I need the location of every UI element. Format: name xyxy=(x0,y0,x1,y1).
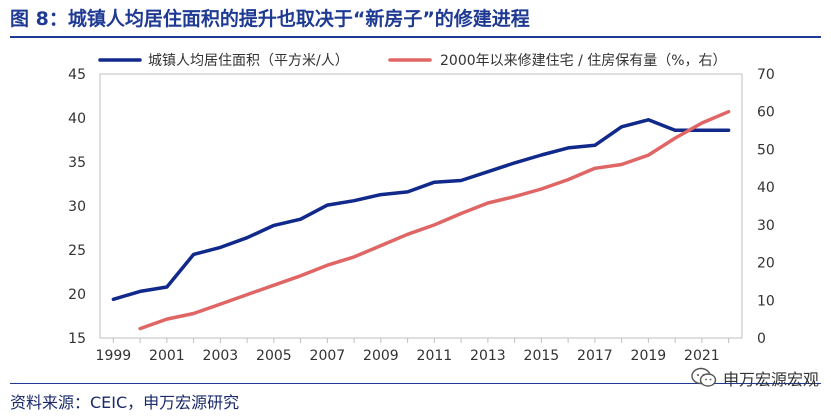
source-note: 资料来源：CEIC，申万宏源研究 xyxy=(10,393,240,412)
x-tick-label: 2007 xyxy=(310,348,346,364)
x-tick-label: 2003 xyxy=(203,348,239,364)
y-right-tick-label: 40 xyxy=(757,180,775,196)
y-left-tick-label: 15 xyxy=(68,331,86,347)
y-right-tick-label: 70 xyxy=(757,67,775,83)
watermark-label: 申万宏源宏观 xyxy=(722,370,819,389)
y-right-tick-label: 0 xyxy=(757,331,766,347)
watermark: 申万宏源宏观 xyxy=(691,366,819,390)
y-right-tick-label: 60 xyxy=(757,105,775,121)
y-left-tick-label: 30 xyxy=(68,199,86,215)
x-tick-label: 2001 xyxy=(149,348,185,364)
x-tick-label: 2017 xyxy=(577,348,613,364)
legend-label-2: 2000年以来修建住宅 / 住房保有量（%，右） xyxy=(440,53,727,69)
plot-frame xyxy=(99,73,743,339)
series-line-2 xyxy=(138,109,731,331)
x-tick-label: 2015 xyxy=(524,348,560,364)
y-right-tick-label: 20 xyxy=(757,256,775,272)
x-tick-label: 2021 xyxy=(684,348,720,364)
y-left-tick-label: 45 xyxy=(68,67,86,83)
y-left-tick-label: 40 xyxy=(68,111,86,127)
x-tick-label: 2013 xyxy=(470,348,506,364)
legend-label-1: 城镇人均居住面积（平方米/人） xyxy=(148,53,349,69)
wechat-icon xyxy=(691,367,717,387)
x-tick-label: 2011 xyxy=(417,348,453,364)
figure-title: 图 8：城镇人均居住面积的提升也取决于“新房子”的修建进程 xyxy=(10,8,530,30)
y-right-tick-label: 10 xyxy=(757,293,775,309)
source-rule xyxy=(10,383,821,384)
y-right-tick-label: 50 xyxy=(757,142,775,158)
y-right-tick-label: 30 xyxy=(757,218,775,234)
y-left-tick-label: 25 xyxy=(68,243,86,259)
x-tick-label: 1999 xyxy=(96,348,132,364)
x-tick-label: 2009 xyxy=(363,348,399,364)
y-left-tick-label: 20 xyxy=(68,287,86,303)
x-tick-label: 2019 xyxy=(631,348,667,364)
y-left-tick-label: 35 xyxy=(68,155,86,171)
series-line-1 xyxy=(111,118,731,302)
x-tick-label: 2005 xyxy=(256,348,292,364)
title-rule xyxy=(10,36,821,38)
